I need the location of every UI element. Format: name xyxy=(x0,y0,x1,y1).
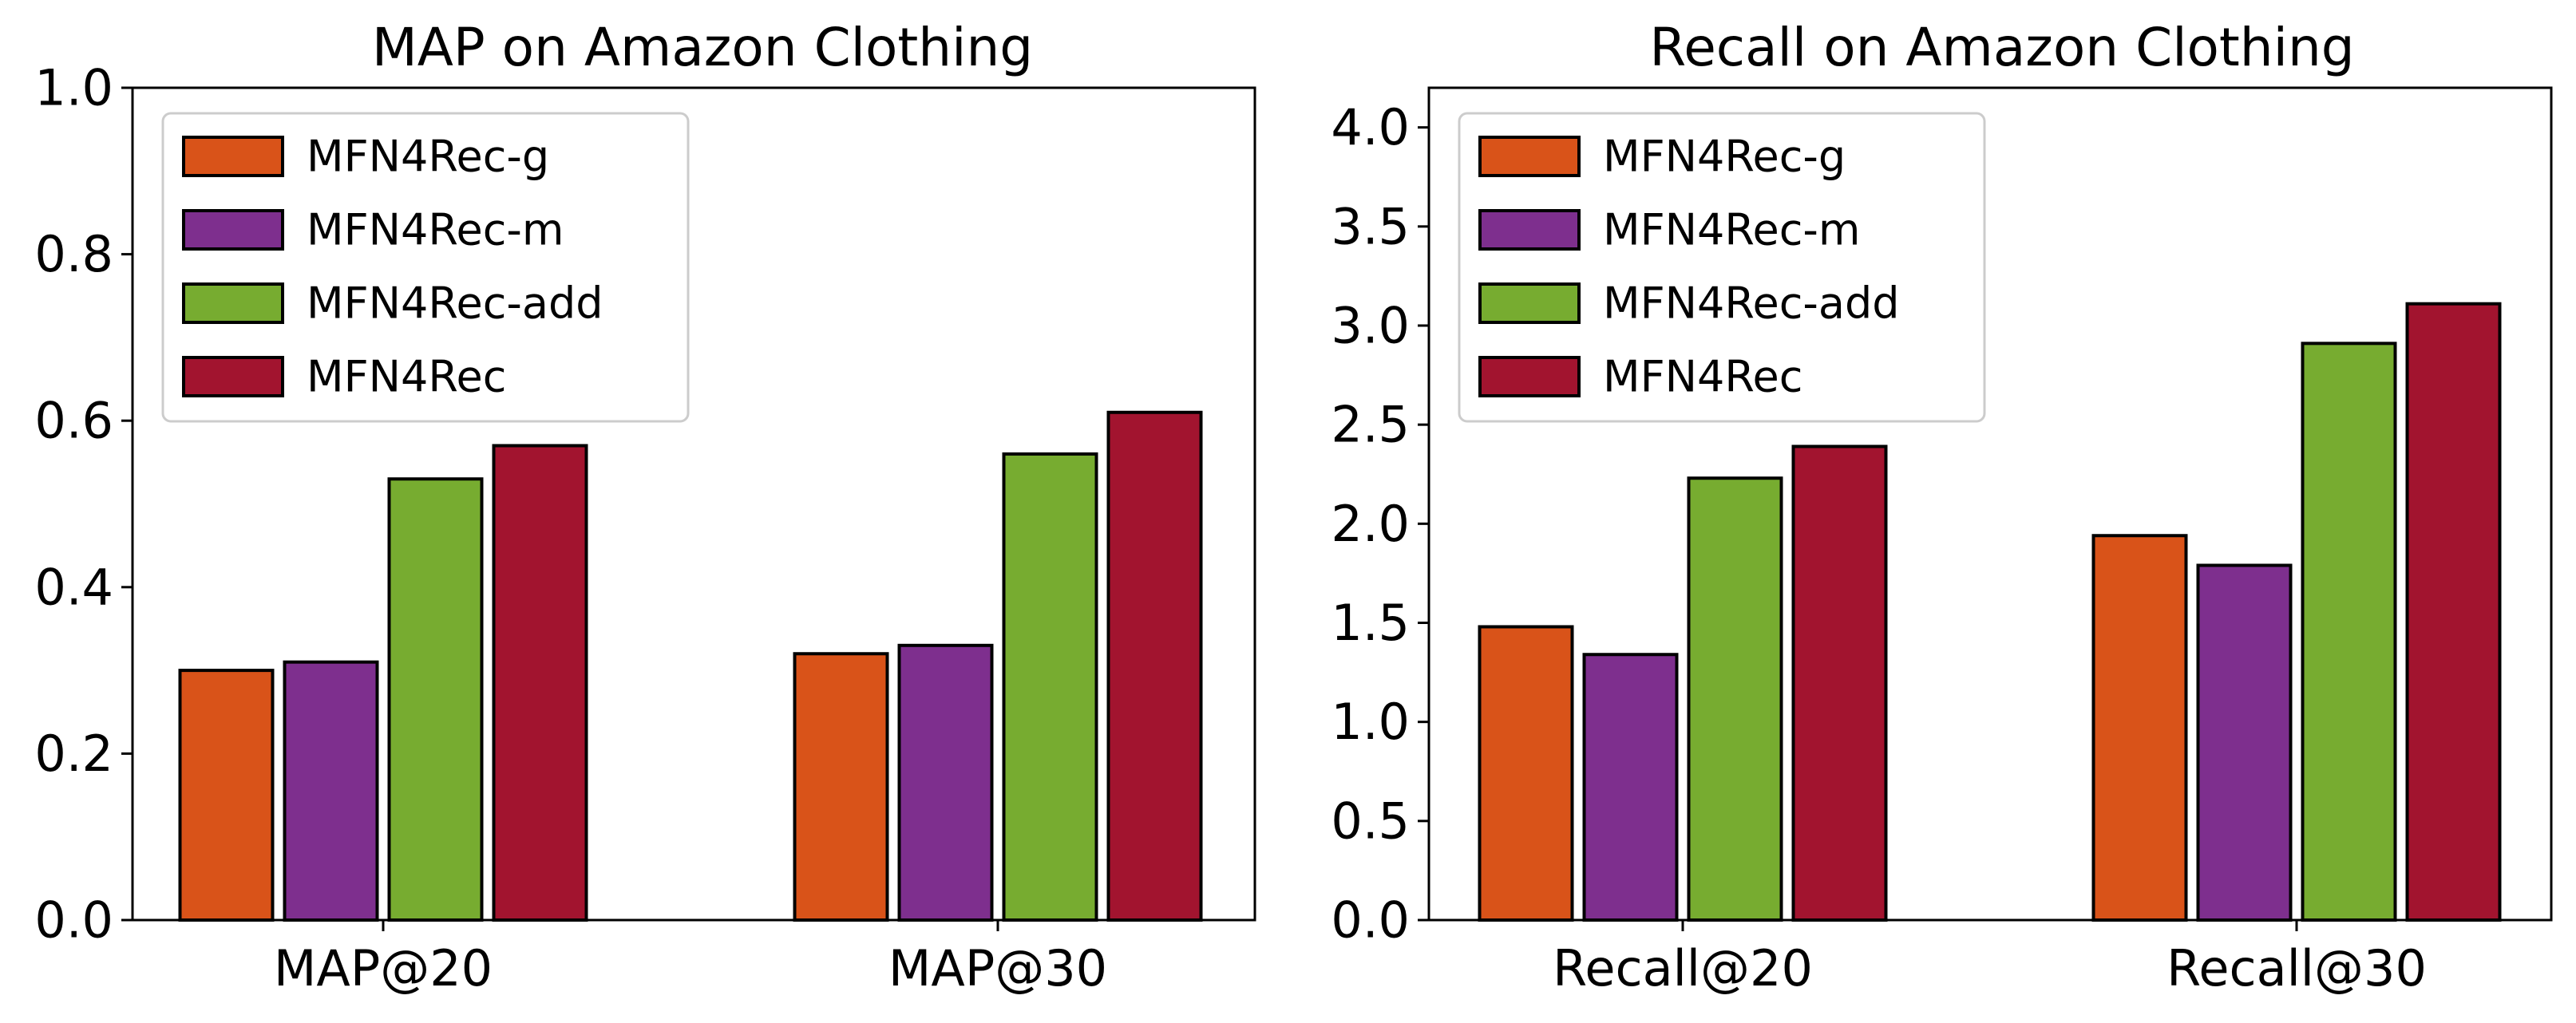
x-tick-label: MAP@30 xyxy=(888,939,1107,997)
bar-group xyxy=(1478,302,2502,922)
y-tick-label: 2.5 xyxy=(1331,396,1410,454)
bar-mfn4rec-m-recall-at-30 xyxy=(2196,563,2293,922)
x-axis: MAP@20 MAP@30 xyxy=(274,920,1107,997)
legend-swatch xyxy=(182,282,284,324)
bar-mfn4rec-map-at-20 xyxy=(492,444,588,922)
bar-mfn4rec-g-map-at-30 xyxy=(793,652,889,922)
x-tick-label: Recall@20 xyxy=(1553,939,1813,997)
legend-label: MFN4Rec-g xyxy=(1603,132,1846,182)
y-tick-label: 2.0 xyxy=(1331,495,1410,553)
bar-mfn4rec-m-map-at-30 xyxy=(897,643,994,922)
bar-group xyxy=(178,410,1203,922)
plot-frame xyxy=(1427,86,2553,922)
y-axis: 0.0 0.5 1.0 1.5 2.0 2.5 3.0 3.5 4.0 xyxy=(1331,98,1429,950)
bar-mfn4rec-add-recall-at-30 xyxy=(2301,342,2397,922)
bar-mfn4rec-g-recall-at-20 xyxy=(1478,625,1574,922)
legend-frame xyxy=(161,112,690,423)
y-tick-label: 1.5 xyxy=(1331,594,1410,652)
y-axis: 0.0 0.2 0.4 0.6 0.8 1.0 xyxy=(34,59,133,950)
legend-label: MFN4Rec-add xyxy=(1603,278,1900,329)
legend-swatch xyxy=(1478,209,1581,251)
bar-mfn4rec-recall-at-30 xyxy=(2405,302,2502,922)
legend-swatch xyxy=(182,209,284,251)
y-tick-label: 0.0 xyxy=(34,891,113,950)
legend: MFN4Rec-g MFN4Rec-m MFN4Rec-add MFN4Rec xyxy=(1458,112,1986,423)
plot-frame xyxy=(131,86,1256,922)
legend-swatch xyxy=(182,356,284,397)
bar-mfn4rec-m-map-at-20 xyxy=(283,660,379,922)
y-tick-label: 0.6 xyxy=(34,392,113,450)
legend-swatch xyxy=(1478,282,1581,324)
chart-title: Recall on Amazon Clothing xyxy=(1649,17,2354,78)
bar-mfn4rec-map-at-30 xyxy=(1106,410,1203,922)
x-tick-label: MAP@20 xyxy=(274,939,493,997)
y-tick-label: 0.5 xyxy=(1331,792,1410,850)
x-axis: Recall@20 Recall@30 xyxy=(1553,920,2427,997)
chart-title: MAP on Amazon Clothing xyxy=(372,17,1033,78)
y-tick-label: 4.0 xyxy=(1331,98,1410,156)
x-tick-label: Recall@30 xyxy=(2166,939,2427,997)
y-tick-label: 1.0 xyxy=(1331,693,1410,751)
bar-mfn4rec-add-recall-at-20 xyxy=(1687,476,1783,922)
legend-label: MFN4Rec-m xyxy=(1603,205,1861,255)
bar-mfn4rec-recall-at-20 xyxy=(1791,444,1888,922)
bar-mfn4rec-add-map-at-20 xyxy=(387,477,484,922)
y-tick-label: 0.0 xyxy=(1331,891,1410,950)
legend-frame xyxy=(1458,112,1986,423)
legend: MFN4Rec-g MFN4Rec-m MFN4Rec-add MFN4Rec xyxy=(161,112,690,423)
y-tick-label: 0.8 xyxy=(34,225,113,283)
bar-mfn4rec-g-recall-at-30 xyxy=(2091,534,2188,922)
y-tick-label: 1.0 xyxy=(34,59,113,117)
legend-label: MFN4Rec xyxy=(1603,352,1802,402)
y-tick-label: 0.4 xyxy=(34,558,113,616)
y-tick-label: 0.2 xyxy=(34,725,113,783)
bar-mfn4rec-g-map-at-20 xyxy=(178,669,275,922)
legend-label: MFN4Rec-add xyxy=(307,278,603,329)
legend-label: MFN4Rec-m xyxy=(307,205,564,255)
y-tick-label: 3.5 xyxy=(1331,197,1410,255)
legend-swatch xyxy=(1478,136,1581,177)
legend-swatch xyxy=(1478,356,1581,397)
recall-chart-panel: Recall on Amazon Clothing 0.0 0.5 1.0 1.5 2.… xyxy=(1331,17,2553,997)
legend-swatch xyxy=(182,136,284,177)
legend-label: MFN4Rec-g xyxy=(307,132,549,182)
bar-mfn4rec-m-recall-at-20 xyxy=(1582,653,1679,922)
legend-label: MFN4Rec xyxy=(307,352,506,402)
map-chart-panel: MAP on Amazon Clothing 0.0 0.2 0.4 0.6 0.8 1.… xyxy=(34,17,1256,997)
bar-mfn4rec-add-map-at-30 xyxy=(1002,452,1098,922)
y-tick-label: 3.0 xyxy=(1331,297,1410,355)
